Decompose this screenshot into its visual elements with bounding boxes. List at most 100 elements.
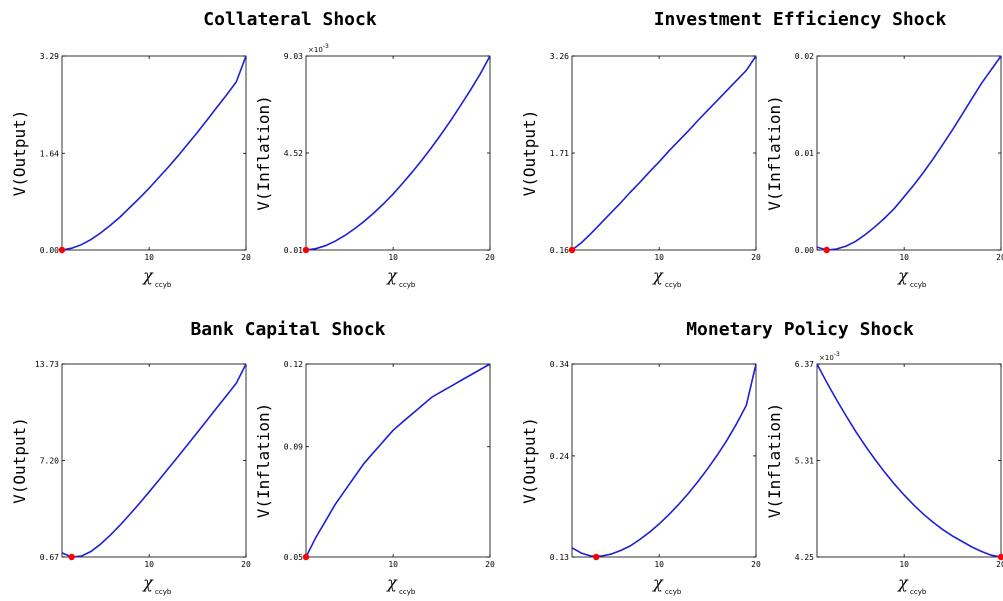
minimum-marker [823, 246, 830, 254]
y-tick-label: 0.02 [795, 52, 814, 61]
x-tick-label: 20 [996, 560, 1003, 569]
x-tick-label: 10 [388, 253, 398, 262]
y-axis-label: V(Output) [520, 417, 539, 504]
y-axis-label: V(Inflation) [765, 95, 784, 211]
subplot-0-inflation: 10 20 0.01 4.52 9.03 ×10-3 V(Inflation) χ ccyb [254, 43, 495, 289]
y-tick-label: 0.00 [40, 246, 59, 255]
minimum-marker [58, 246, 66, 254]
y-tick-label: 0.13 [550, 553, 569, 562]
subplot-1-output: 10 20 0.16 1.71 3.26 V(Output) χ ccyb [520, 52, 761, 289]
axes-frame [61, 55, 247, 251]
x-tick-label: 20 [751, 253, 761, 262]
y-tick-label: 0.16 [550, 246, 569, 255]
y-axis-label: V(Output) [10, 417, 29, 504]
x-tick-label: 10 [654, 560, 664, 569]
y-tick-label: 0.34 [550, 360, 569, 369]
y-tick-label: 4.25 [795, 553, 814, 562]
x-tick-label: 10 [144, 560, 154, 569]
y-exponent-label: ×10-3 [308, 43, 329, 54]
x-axis-label-subscript: ccyb [155, 281, 172, 289]
x-tick-label: 20 [485, 560, 495, 569]
x-tick-label: 10 [654, 253, 664, 262]
y-tick-label: 0.24 [550, 452, 569, 461]
y-tick-label: 0.09 [284, 443, 303, 452]
x-axis-label: χ [652, 266, 664, 285]
y-axis-label: V(Inflation) [254, 95, 273, 211]
y-tick-label: 4.52 [284, 149, 303, 158]
x-axis-label-subscript: ccyb [399, 588, 416, 596]
x-tick-label: 20 [996, 253, 1003, 262]
minimum-marker [997, 553, 1003, 561]
minimum-marker [68, 553, 75, 561]
minimum-marker [302, 246, 310, 254]
x-axis-label: χ [386, 573, 398, 592]
panel-title-collateral: Collateral Shock [203, 9, 377, 30]
y-axis-label: V(Output) [10, 110, 29, 197]
axes-frame [571, 363, 757, 558]
x-tick-label: 20 [751, 560, 761, 569]
y-exponent-label: ×10-3 [819, 351, 840, 362]
x-axis-label: χ [897, 266, 909, 285]
x-tick-label: 10 [144, 253, 154, 262]
x-axis-label-subscript: ccyb [910, 281, 927, 289]
x-axis-label: χ [897, 573, 909, 592]
subplot-0-output: 10 20 0.00 1.64 3.29 V(Output) χ ccyb [10, 52, 251, 289]
minimum-marker [593, 553, 600, 561]
x-tick-label: 10 [388, 560, 398, 569]
x-tick-label: 20 [485, 253, 495, 262]
axes-frame [61, 363, 247, 558]
panel-title-investment-efficiency: Investment Efficiency Shock [654, 9, 947, 30]
axes-frame [816, 55, 1002, 251]
y-tick-label: 0.67 [40, 553, 59, 562]
series-line-output [571, 55, 757, 251]
subplot-3-output: 10 20 0.13 0.24 0.34 V(Output) χ ccyb [520, 360, 761, 596]
y-axis-label: V(Inflation) [254, 403, 273, 519]
x-axis-label: χ [386, 266, 398, 285]
y-tick-label: 6.37 [795, 360, 814, 369]
y-tick-label: 0.01 [795, 149, 814, 158]
y-tick-label: 0.01 [284, 246, 303, 255]
panel-title-bank-capital: Bank Capital Shock [190, 319, 385, 340]
y-tick-label: 13.73 [35, 360, 59, 369]
axes-frame [571, 55, 757, 251]
x-tick-label: 10 [899, 560, 909, 569]
y-tick-label: 9.03 [284, 52, 303, 61]
x-axis-label-subscript: ccyb [910, 588, 927, 596]
x-axis-label: χ [142, 266, 154, 285]
minimum-marker [568, 246, 576, 254]
series-line-output [61, 363, 247, 558]
axes-frame [305, 363, 491, 558]
x-axis-label-subscript: ccyb [665, 281, 682, 289]
series-line-output [571, 363, 757, 557]
subplot-2-output: 10 20 0.67 7.20 13.73 V(Output) χ ccyb [10, 360, 251, 596]
series-line-inflation [305, 363, 491, 558]
y-tick-label: 0.00 [795, 246, 814, 255]
subplot-2-inflation: 10 20 0.05 0.09 0.12 V(Inflation) χ ccyb [254, 360, 495, 596]
minimum-marker [302, 553, 310, 561]
y-tick-label: 1.71 [550, 149, 569, 158]
x-axis-label-subscript: ccyb [665, 588, 682, 596]
y-tick-label: 0.12 [284, 360, 303, 369]
series-line-inflation [305, 55, 491, 251]
y-tick-label: 5.31 [795, 457, 814, 466]
axes-frame [305, 55, 491, 251]
x-tick-label: 20 [241, 253, 251, 262]
x-tick-label: 20 [241, 560, 251, 569]
y-tick-label: 7.20 [40, 457, 59, 466]
series-line-output [61, 55, 247, 251]
y-tick-label: 0.05 [284, 553, 303, 562]
y-tick-label: 3.29 [40, 52, 59, 61]
y-tick-label: 3.26 [550, 52, 569, 61]
y-axis-label: V(Output) [520, 110, 539, 197]
x-axis-label: χ [142, 573, 154, 592]
x-axis-label: χ [652, 573, 664, 592]
x-axis-label-subscript: ccyb [399, 281, 416, 289]
series-line-inflation [816, 363, 1002, 558]
y-axis-label: V(Inflation) [765, 403, 784, 519]
y-tick-label: 1.64 [40, 149, 59, 158]
axes-frame [816, 363, 1002, 558]
